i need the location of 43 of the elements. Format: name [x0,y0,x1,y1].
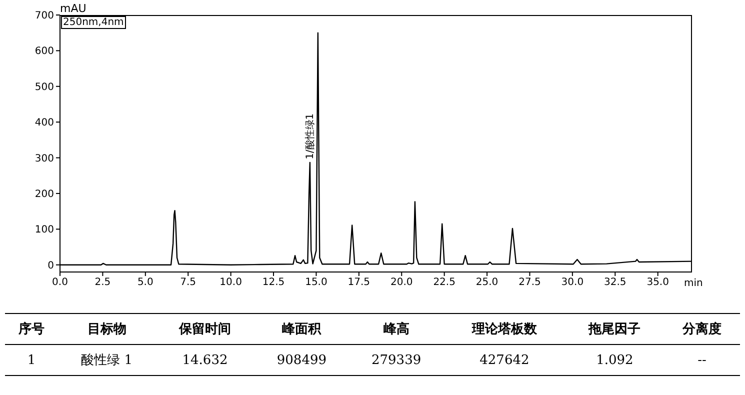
text: 保留时间 [178,321,232,339]
x-tick-label: 10.0 [220,277,242,288]
text: 酸性绿 1 [80,352,134,370]
x-tick-label: 7.5 [180,277,196,288]
x-tick-label: 32.5 [604,277,626,288]
x-tick-label: 27.5 [518,277,541,288]
text: 1 [26,352,37,370]
y-axis-title: mAU [60,2,86,15]
text: 分离度 [681,320,723,339]
x-tick-label: 20.0 [390,277,413,288]
text: 908499 [276,352,328,370]
text: 序号 [17,320,46,339]
text: -- [696,352,708,370]
x-tick-label: 22.5 [433,277,456,288]
annotation: 250nm,4nm [61,16,126,29]
y-tick-label: 700 [34,10,54,22]
x-axis-title: min [684,278,703,289]
x-tick-label: 30.0 [561,277,584,288]
text: 峰高 [382,320,410,339]
annotation: 1/酸性绿1 [304,113,316,160]
y-tick-label: 600 [34,46,54,58]
text: 目标物 [86,321,128,339]
x-tick-label: 5.0 [137,277,154,288]
x-tick-label: 0.0 [52,277,68,288]
y-tick-label: 200 [34,189,54,200]
y-tick-label: 300 [34,153,54,164]
y-tick-label: 400 [34,118,54,129]
x-tick-label: 12.5 [262,277,285,288]
x-tick-label: 17.5 [348,277,370,288]
x-tick-label: 15.0 [305,277,328,288]
text: 14.632 [181,352,229,370]
text: 1.092 [595,352,634,370]
text: 理论塔板数 [470,321,538,339]
text: 拖尾因子 [587,321,642,339]
text: 427642 [478,352,530,370]
y-tick-label: 0 [48,260,54,272]
text: 279339 [370,352,422,370]
x-tick-label: 35.0 [646,277,669,288]
x-tick-label: 25.0 [476,277,498,288]
text: 峰面积 [281,321,322,339]
y-tick-label: 100 [34,224,54,236]
x-tick-label: 2.5 [94,277,111,288]
y-tick-label: 500 [34,82,54,93]
